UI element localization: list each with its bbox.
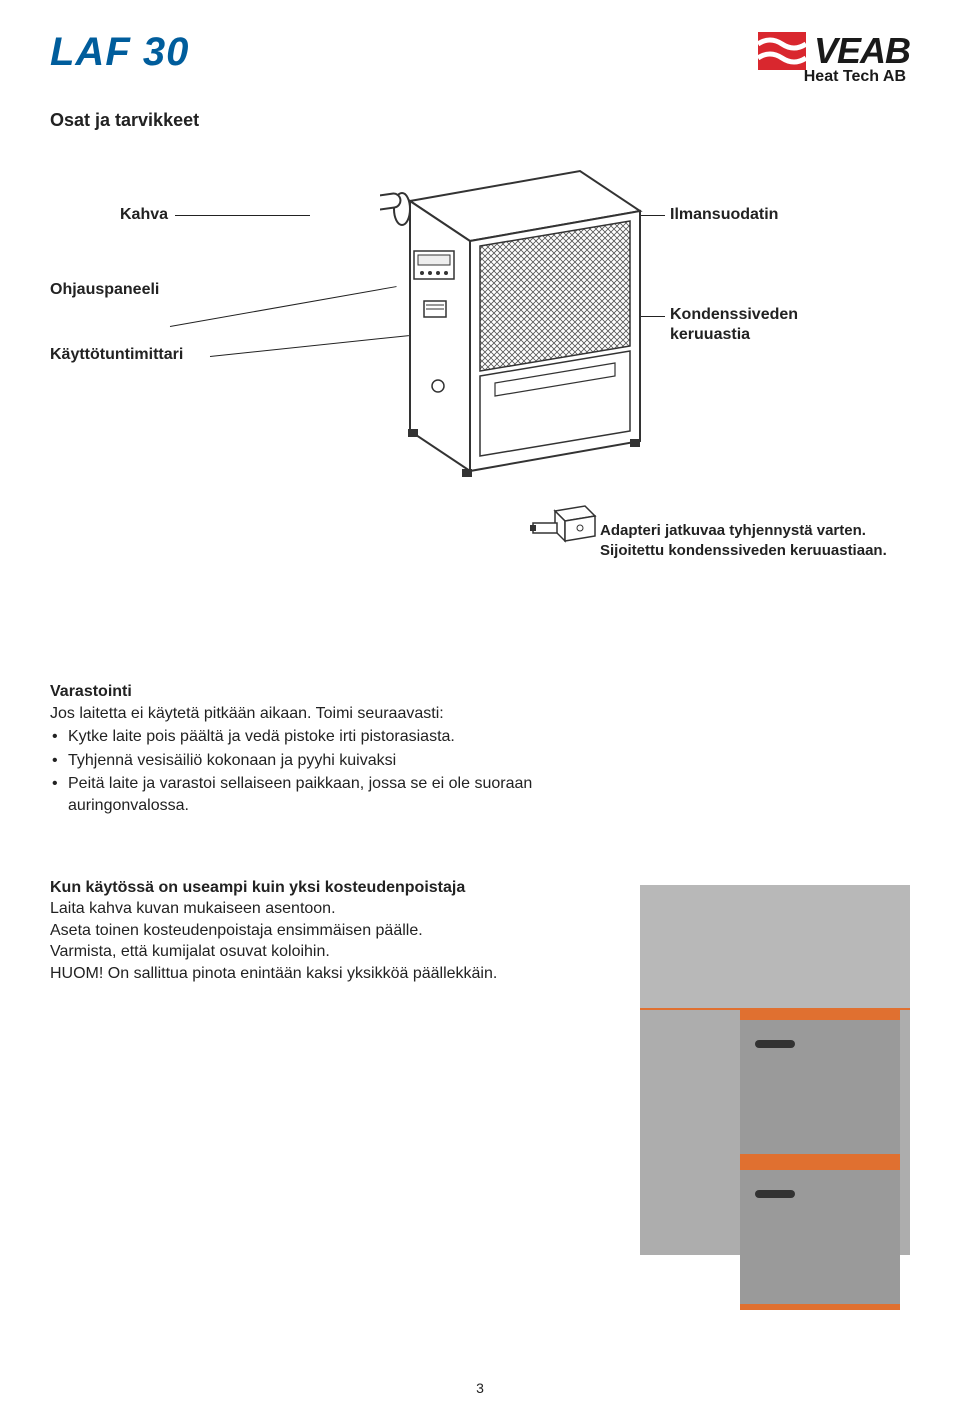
storage-item: Peitä laite ja varastoi sellaiseen paikk… <box>50 773 590 816</box>
logo-text: VEAB <box>814 30 910 72</box>
label-kayttotuntimittari: Käyttötuntimittari <box>50 346 183 364</box>
storage-item: Kytke laite pois päältä ja vedä pistoke … <box>50 726 590 748</box>
adapter-line1: Adapteri jatkuvaa tyhjennystä varten. <box>600 521 887 541</box>
header: LAF 30 VEAB Heat Tech AB <box>50 30 910 86</box>
stacking-photo <box>640 885 910 1255</box>
page-number: 3 <box>476 1380 484 1396</box>
parts-diagram: Kahva Ohjauspaneeli Käyttötuntimittari I… <box>50 151 910 651</box>
storage-section: Varastointi Jos laitetta ei käytetä pitk… <box>50 681 590 817</box>
stacking-line3: Varmista, että kumijalat osuvat koloihin… <box>50 941 590 963</box>
storage-list: Kytke laite pois päältä ja vedä pistoke … <box>50 726 590 816</box>
stacking-line1: Laita kahva kuvan mukaiseen asentoon. <box>50 898 590 920</box>
label-kondenssiveden: Kondenssiveden <box>670 306 798 324</box>
label-ohjauspaneeli: Ohjauspaneeli <box>50 281 159 299</box>
label-keruuastia: keruuastia <box>670 326 750 344</box>
leader-kahva <box>175 215 310 216</box>
adapter-illustration <box>530 501 600 561</box>
logo-row: VEAB <box>758 30 910 72</box>
stacking-title: Kun käytössä on useampi kuin yksi kosteu… <box>50 877 590 899</box>
device-illustration <box>380 151 660 491</box>
label-ilmansuodatin: Ilmansuodatin <box>670 206 778 224</box>
logo: VEAB Heat Tech AB <box>758 30 910 86</box>
adapter-text: Adapteri jatkuvaa tyhjennystä varten. Si… <box>600 521 887 560</box>
storage-item: Tyhjennä vesisäiliö kokonaan ja pyyhi ku… <box>50 750 590 772</box>
logo-sub: Heat Tech AB <box>804 68 906 86</box>
section-parts-title: Osat ja tarvikkeet <box>50 110 910 131</box>
stacking-line4: HUOM! On sallittua pinota enintään kaksi… <box>50 963 590 985</box>
adapter-line2: Sijoitettu kondenssiveden keruuastiaan. <box>600 541 887 561</box>
page-title: LAF 30 <box>50 30 189 75</box>
storage-title: Varastointi <box>50 681 590 703</box>
leader-ohjauspaneeli <box>170 286 397 327</box>
stacking-line2: Aseta toinen kosteudenpoistaja ensimmäis… <box>50 920 590 942</box>
wave-icon <box>758 32 806 70</box>
label-kahva: Kahva <box>120 206 168 224</box>
stacking-text: Kun käytössä on useampi kuin yksi kosteu… <box>50 877 590 985</box>
storage-intro: Jos laitetta ei käytetä pitkään aikaan. … <box>50 703 590 725</box>
